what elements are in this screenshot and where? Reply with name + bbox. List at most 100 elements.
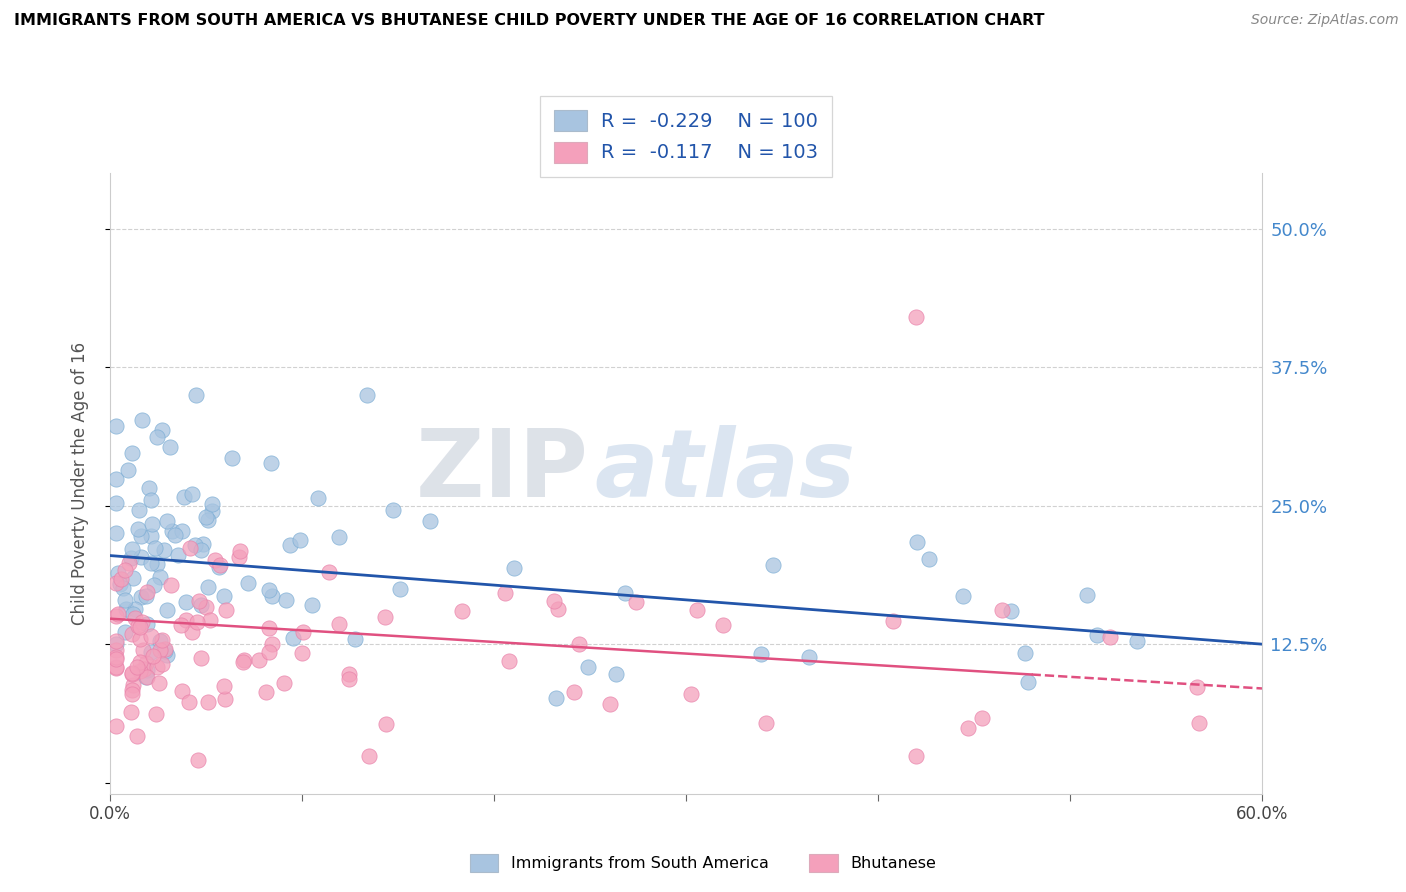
Point bbox=[129, 591, 152, 605]
Point bbox=[201, 503, 224, 517]
Point bbox=[613, 586, 636, 600]
Point bbox=[1000, 604, 1022, 618]
Point bbox=[194, 509, 217, 524]
Point bbox=[156, 648, 179, 662]
Point bbox=[547, 602, 569, 616]
Point bbox=[1014, 646, 1036, 660]
Point bbox=[131, 413, 153, 427]
Point bbox=[145, 707, 167, 722]
Legend: Immigrants from South America, Bhutanese: Immigrants from South America, Bhutanese bbox=[461, 847, 945, 880]
Point bbox=[232, 655, 254, 669]
Point bbox=[419, 514, 441, 528]
Point bbox=[318, 566, 340, 580]
Point bbox=[104, 652, 127, 666]
Point bbox=[198, 613, 221, 627]
Point bbox=[799, 650, 821, 665]
Point bbox=[212, 590, 235, 604]
Text: ZIP: ZIP bbox=[415, 425, 588, 517]
Point bbox=[173, 490, 195, 504]
Point bbox=[141, 492, 163, 507]
Point bbox=[132, 642, 155, 657]
Point bbox=[121, 678, 143, 692]
Point bbox=[115, 602, 138, 616]
Point bbox=[761, 558, 783, 572]
Point bbox=[104, 650, 127, 665]
Point bbox=[129, 632, 152, 646]
Point bbox=[124, 611, 146, 625]
Point bbox=[375, 717, 398, 731]
Point bbox=[128, 503, 150, 517]
Text: IMMIGRANTS FROM SOUTH AMERICA VS BHUTANESE CHILD POVERTY UNDER THE AGE OF 16 COR: IMMIGRANTS FROM SOUTH AMERICA VS BHUTANE… bbox=[14, 13, 1045, 29]
Point bbox=[236, 576, 259, 591]
Point bbox=[502, 560, 524, 574]
Point bbox=[259, 582, 281, 597]
Point bbox=[186, 753, 208, 767]
Point bbox=[186, 615, 208, 629]
Text: Source: ZipAtlas.com: Source: ZipAtlas.com bbox=[1251, 13, 1399, 28]
Point bbox=[120, 705, 142, 719]
Point bbox=[388, 582, 411, 596]
Point bbox=[104, 660, 127, 674]
Point bbox=[905, 534, 928, 549]
Point bbox=[141, 645, 163, 659]
Point bbox=[568, 637, 591, 651]
Point bbox=[163, 528, 186, 542]
Point bbox=[104, 642, 127, 657]
Point bbox=[228, 550, 250, 565]
Point bbox=[259, 645, 281, 659]
Point bbox=[181, 625, 204, 640]
Point bbox=[957, 721, 980, 735]
Point bbox=[128, 620, 150, 634]
Point bbox=[122, 571, 145, 585]
Point bbox=[131, 615, 153, 630]
Point bbox=[127, 619, 149, 633]
Legend: R =  -0.229    N = 100, R =  -0.117    N = 103: R = -0.229 N = 100, R = -0.117 N = 103 bbox=[540, 95, 832, 178]
Y-axis label: Child Poverty Under the Age of 16: Child Poverty Under the Age of 16 bbox=[72, 342, 89, 625]
Point bbox=[107, 566, 129, 580]
Point bbox=[121, 446, 143, 460]
Point bbox=[201, 496, 224, 510]
Point bbox=[260, 637, 283, 651]
Point bbox=[156, 603, 179, 617]
Point bbox=[121, 682, 143, 697]
Point bbox=[121, 607, 143, 621]
Text: atlas: atlas bbox=[593, 425, 855, 517]
Point bbox=[110, 572, 132, 586]
Point bbox=[150, 657, 173, 671]
Point bbox=[105, 575, 128, 590]
Point bbox=[112, 582, 135, 596]
Point bbox=[755, 715, 778, 730]
Point bbox=[149, 633, 172, 648]
Point bbox=[257, 621, 280, 635]
Point bbox=[343, 632, 366, 647]
Point bbox=[136, 663, 159, 677]
Point bbox=[260, 590, 283, 604]
Point bbox=[117, 463, 139, 477]
Point bbox=[209, 558, 232, 573]
Point bbox=[104, 526, 127, 541]
Point bbox=[104, 472, 127, 486]
Point bbox=[114, 624, 136, 639]
Point bbox=[176, 595, 198, 609]
Point bbox=[139, 556, 162, 570]
Point bbox=[197, 513, 219, 527]
Point bbox=[544, 691, 567, 706]
Point bbox=[212, 679, 235, 693]
Point bbox=[156, 514, 179, 528]
Point bbox=[337, 673, 360, 687]
Point bbox=[373, 610, 395, 624]
Point bbox=[124, 602, 146, 616]
Point bbox=[104, 496, 127, 510]
Point bbox=[359, 748, 381, 763]
Point bbox=[104, 634, 127, 648]
Point bbox=[972, 711, 994, 725]
Point bbox=[214, 691, 236, 706]
Point bbox=[576, 660, 599, 674]
Point bbox=[1185, 680, 1208, 694]
Point bbox=[221, 451, 243, 466]
Point bbox=[149, 570, 172, 584]
Point bbox=[160, 524, 183, 538]
Point bbox=[1017, 674, 1039, 689]
Point bbox=[918, 552, 941, 566]
Point bbox=[197, 694, 219, 708]
